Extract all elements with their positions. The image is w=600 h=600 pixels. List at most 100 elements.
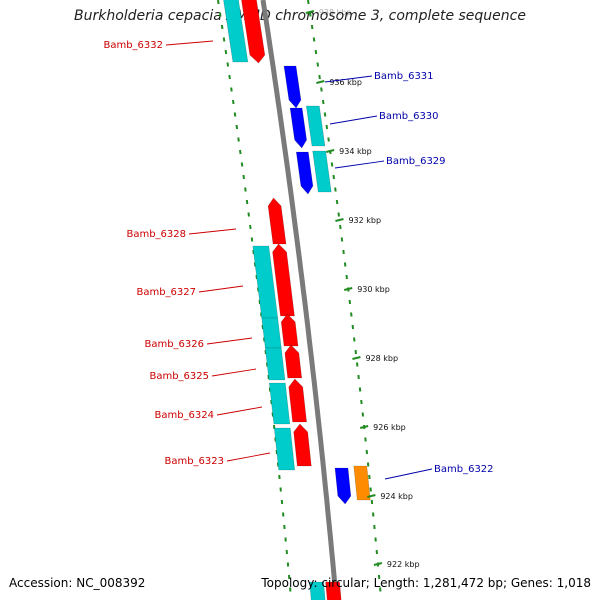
rail-dot-left bbox=[237, 137, 240, 142]
gene-label-bamb-6328: Bamb_6328 bbox=[126, 229, 186, 240]
leader-line bbox=[198, 285, 244, 293]
map-title: Burkholderia cepacia AMMD chromosome 3, … bbox=[74, 8, 526, 24]
gene-label-bamb-6325: Bamb_6325 bbox=[149, 371, 209, 382]
rail-dot-right bbox=[340, 237, 344, 242]
backbone-line bbox=[260, 0, 339, 600]
gene-bamb-6323 bbox=[293, 423, 312, 467]
rail-dot-left bbox=[242, 174, 245, 180]
rail-dot-right bbox=[327, 137, 330, 142]
leader-line bbox=[226, 452, 271, 462]
rail-dot-right bbox=[308, 12, 312, 17]
rail-dot-right bbox=[330, 162, 334, 167]
cds-bamb-6332 bbox=[223, 0, 249, 63]
tick-label: 930 kbp bbox=[357, 285, 390, 294]
gene-bamb-6326 bbox=[280, 313, 299, 347]
rail-dot-left bbox=[230, 87, 233, 92]
tick-mark bbox=[325, 149, 335, 153]
rail-dot-left bbox=[240, 162, 244, 167]
gene-label-bamb-6331: Bamb_6331 bbox=[374, 71, 434, 82]
gene-label-bamb-6330: Bamb_6330 bbox=[379, 111, 439, 122]
gene-bamb-6324 bbox=[288, 378, 307, 423]
tick-label: 924 kbp bbox=[380, 492, 413, 501]
gene-bamb-6332 bbox=[241, 0, 266, 64]
rail-dot-left bbox=[228, 74, 231, 80]
other-bamb-6322 bbox=[353, 465, 371, 501]
gene-bamb-6331 bbox=[283, 65, 302, 109]
tick-label: 934 kbp bbox=[339, 147, 372, 156]
tick-label: 926 kbp bbox=[373, 423, 406, 432]
gene-label-bamb-6323: Bamb_6323 bbox=[164, 456, 224, 467]
gene-label-bamb-6327: Bamb_6327 bbox=[136, 287, 196, 298]
feature-track bbox=[223, 0, 371, 600]
tick-label: 932 kbp bbox=[348, 216, 381, 225]
leader-line bbox=[329, 115, 378, 125]
rail-dot-right bbox=[307, 0, 310, 5]
cds-bamb-6325 bbox=[264, 347, 286, 381]
rail-dot-right bbox=[318, 74, 321, 80]
tick-mark bbox=[359, 425, 369, 429]
gene-bamb-6329 bbox=[295, 151, 314, 195]
rail-dot-left bbox=[247, 212, 250, 217]
rail-dot-right bbox=[310, 24, 314, 30]
rail-dot-left bbox=[220, 24, 224, 30]
cds-bamb-6329 bbox=[312, 150, 332, 193]
leader-line bbox=[165, 40, 214, 46]
tick-mark bbox=[367, 494, 376, 498]
rail-dot-right bbox=[337, 212, 340, 217]
rail-dot-left bbox=[245, 199, 249, 205]
tick-label: 922 kbp bbox=[387, 560, 420, 569]
leader-line bbox=[334, 160, 385, 169]
rail-dot-left bbox=[224, 49, 228, 55]
cds-bamb-6324 bbox=[268, 382, 291, 425]
rail-dot-left bbox=[239, 149, 242, 155]
gene-bottom bbox=[325, 581, 342, 600]
tick-label: 936 kbp bbox=[329, 78, 362, 87]
gene-bamb-6328 bbox=[267, 197, 287, 245]
gene-label-bamb-6326: Bamb_6326 bbox=[144, 339, 204, 350]
rail-dot-right bbox=[312, 37, 316, 42]
rail-dot-left bbox=[231, 99, 235, 105]
accession-text: Accession: NC_008392 bbox=[9, 576, 146, 590]
cds-bamb-6330 bbox=[305, 105, 326, 147]
rail-dot-right bbox=[339, 224, 342, 230]
rail-dot-left bbox=[218, 12, 222, 17]
tick-marks: 938 kbp 936 kbp 934 kbp 932 kbp 930 kbp 928 k… bbox=[305, 8, 420, 569]
tick-label: 928 kbp bbox=[365, 354, 398, 363]
tick-mark bbox=[352, 356, 361, 360]
rail-dot-right bbox=[323, 112, 327, 117]
backbone-track bbox=[260, 0, 339, 600]
leader-line bbox=[211, 368, 257, 377]
leader-line bbox=[384, 468, 433, 480]
rail-dot-left bbox=[235, 124, 239, 130]
leader-line bbox=[324, 75, 373, 83]
rail-dot-right bbox=[335, 199, 339, 205]
cds-bamb-6326 bbox=[261, 317, 282, 349]
rail-dot-left bbox=[222, 37, 226, 42]
leader-line bbox=[216, 406, 263, 416]
rail-dot-right bbox=[325, 124, 329, 130]
gene-bamb-6325 bbox=[284, 344, 303, 379]
gene-bamb-6322 bbox=[334, 467, 352, 505]
rail-dot-left bbox=[226, 62, 230, 67]
tick-mark bbox=[335, 218, 344, 222]
rail-dot-right bbox=[314, 49, 318, 55]
rail-dot-right bbox=[332, 174, 335, 180]
gene-label-bamb-6324: Bamb_6324 bbox=[154, 410, 214, 421]
rail-dot-right bbox=[343, 262, 347, 267]
cds-bamb-6323 bbox=[273, 427, 296, 471]
tick-mark bbox=[373, 562, 383, 566]
tick-label: 938 kbp bbox=[319, 8, 352, 17]
rail-dot-left bbox=[244, 187, 247, 192]
rail-dot-left bbox=[217, 0, 220, 5]
gene-label-bamb-6329: Bamb_6329 bbox=[386, 156, 446, 167]
cds-bottom bbox=[309, 581, 326, 600]
gene-label-bamb-6322: Bamb_6322 bbox=[434, 464, 494, 475]
gene-bamb-6330 bbox=[289, 107, 307, 149]
tick-mark bbox=[316, 80, 325, 84]
rail-dot-right bbox=[321, 99, 325, 105]
leader-line bbox=[188, 228, 237, 235]
gene-labels: Bamb_6332 Bamb_6331 Bamb_6330 Bamb_6329 Bamb… bbox=[103, 40, 494, 480]
leader-line bbox=[206, 337, 253, 345]
rail-dot-left bbox=[250, 237, 254, 242]
